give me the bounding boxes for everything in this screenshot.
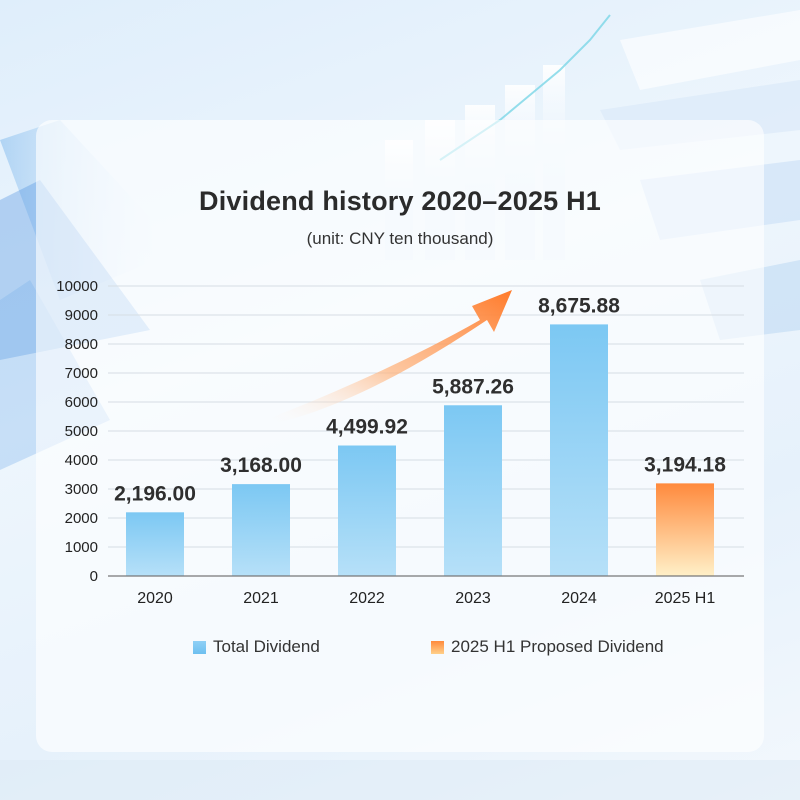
bar-total [232, 484, 290, 576]
data-label: 2,196.00 [114, 482, 196, 505]
legend-label-proposed: 2025 H1 Proposed Dividend [451, 637, 664, 656]
legend-item-total: Total Dividend [193, 636, 320, 658]
y-tick-label: 10000 [56, 278, 98, 295]
data-labels: 2,196.00 3,168.00 4,499.92 5,887.26 8,675.88… [114, 294, 726, 505]
y-tick-label: 7000 [65, 365, 98, 382]
y-tick-label: 1000 [65, 539, 98, 556]
legend-swatch-proposed [431, 640, 444, 654]
y-tick-label: 9000 [65, 307, 98, 324]
data-label: 4,499.92 [326, 416, 408, 439]
legend-swatch-total [193, 640, 206, 654]
x-tick-label: 2025 H1 [655, 590, 716, 607]
y-tick-label: 3000 [65, 481, 98, 498]
data-label: 3,168.00 [220, 454, 302, 477]
chart-title: Dividend history 2020–2025 H1 [199, 186, 601, 216]
x-axis-ticks: 2020 2021 2022 2023 2024 2025 H1 [137, 590, 715, 607]
gridlines [108, 285, 744, 548]
y-tick-label: 4000 [65, 452, 98, 469]
bars [126, 324, 714, 576]
x-tick-label: 2021 [243, 590, 279, 607]
bar-total [338, 445, 396, 576]
x-tick-label: 2022 [349, 590, 385, 607]
x-tick-label: 2023 [455, 590, 491, 607]
data-label: 3,194.18 [644, 453, 726, 476]
x-tick-label: 2020 [137, 590, 173, 607]
y-axis-ticks: 0 1000 2000 3000 4000 5000 6000 7000 8000 9000 100… [56, 278, 98, 585]
bar-total [444, 405, 502, 576]
legend-item-proposed: 2025 H1 Proposed Dividend [431, 636, 664, 658]
data-label: 5,887.26 [432, 375, 514, 398]
y-tick-label: 5000 [65, 423, 98, 440]
legend-label-total: Total Dividend [213, 637, 320, 656]
bar-proposed [656, 483, 714, 576]
data-label: 8,675.88 [538, 294, 620, 317]
y-tick-label: 2000 [65, 510, 98, 527]
y-tick-label: 8000 [65, 336, 98, 353]
chart-card [36, 120, 764, 752]
y-tick-label: 6000 [65, 394, 98, 411]
upward-trend-arrow-icon [265, 290, 512, 425]
bar-total [550, 324, 608, 576]
chart-subtitle: (unit: CNY ten thousand) [306, 229, 494, 248]
y-tick-label: 0 [90, 568, 98, 585]
bar-total [126, 512, 184, 576]
x-tick-label: 2024 [561, 590, 597, 607]
